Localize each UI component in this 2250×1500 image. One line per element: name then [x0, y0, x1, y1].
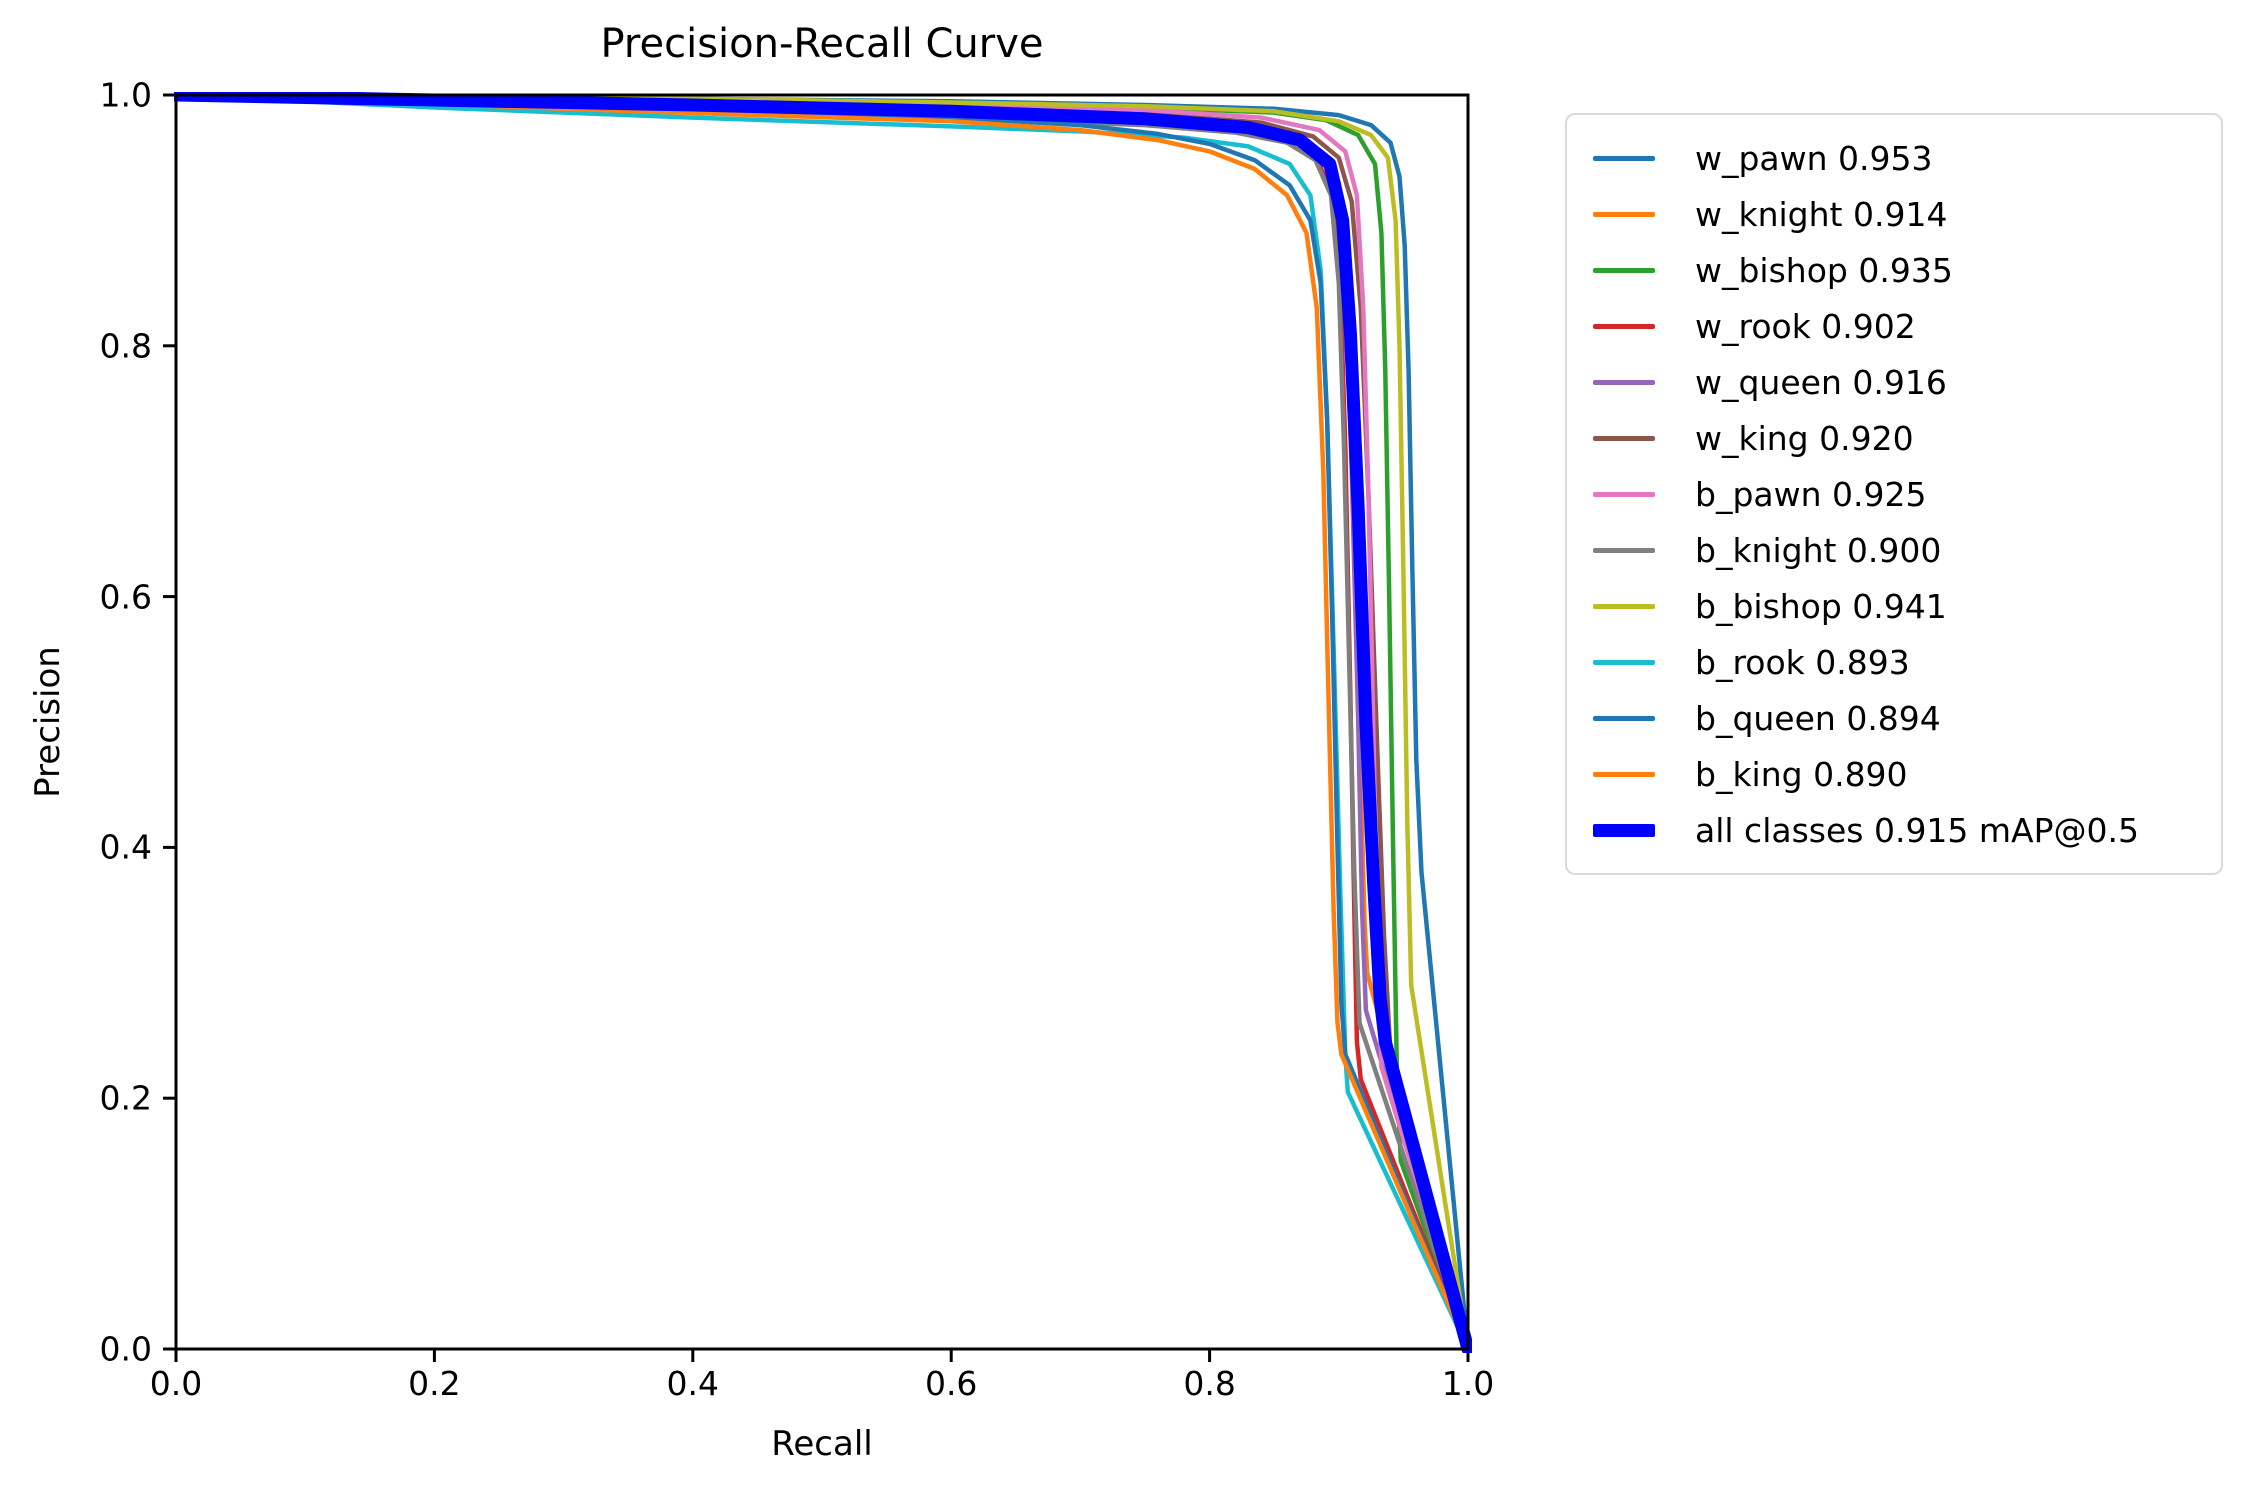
legend-label: w_queen 0.916	[1695, 362, 1947, 402]
legend-line-swatch	[1593, 435, 1655, 441]
x-tick-label: 1.0	[1441, 1364, 1495, 1403]
legend-label: b_knight 0.900	[1695, 530, 1942, 570]
legend-item-w_bishop: w_bishop 0.935	[1567, 242, 2221, 298]
legend-line-swatch	[1593, 155, 1655, 161]
curve-b_bishop	[174, 92, 1471, 1352]
legend-label: b_bishop 0.941	[1695, 586, 1947, 626]
curve-b_pawn	[174, 92, 1471, 1352]
legend-item-b_rook: b_rook 0.893	[1567, 634, 2221, 690]
tick-marks	[163, 93, 1470, 1362]
legend-line-swatch	[1593, 211, 1655, 217]
legend-item-all_classes: all classes 0.915 mAP@0.5	[1567, 802, 2221, 858]
legend-item-b_knight: b_knight 0.900	[1567, 522, 2221, 578]
legend-label: all classes 0.915 mAP@0.5	[1695, 810, 2140, 850]
legend-label: w_rook 0.902	[1695, 306, 1916, 346]
y-tick-label: 0.8	[99, 326, 152, 366]
legend-line-swatch	[1593, 267, 1655, 273]
curve-all_classes	[174, 92, 1472, 1353]
curve-w_pawn	[174, 92, 1471, 1352]
y-tick-label: 0.6	[99, 577, 152, 617]
legend-label: w_knight 0.914	[1695, 194, 1948, 234]
legend-item-b_bishop: b_bishop 0.941	[1567, 578, 2221, 634]
curve-b_rook	[174, 92, 1471, 1352]
legend-line-swatch	[1593, 823, 1655, 837]
legend-item-w_king: w_king 0.920	[1567, 410, 2221, 466]
legend-label: w_king 0.920	[1695, 418, 1914, 458]
legend-label: b_pawn 0.925	[1695, 474, 1927, 514]
legend-line-swatch	[1593, 323, 1655, 329]
legend-item-w_queen: w_queen 0.916	[1567, 354, 2221, 410]
legend-label: w_bishop 0.935	[1695, 250, 1953, 290]
legend-label: b_rook 0.893	[1695, 642, 1910, 682]
curve-w_king	[174, 92, 1471, 1352]
legend-item-b_queen: b_queen 0.894	[1567, 690, 2221, 746]
y-tick-label: 0.2	[99, 1078, 152, 1118]
legend-label: b_king 0.890	[1695, 754, 1908, 794]
legend-line-swatch	[1593, 715, 1655, 721]
curve-w_queen	[174, 92, 1471, 1352]
legend-line-swatch	[1593, 491, 1655, 497]
x-tick-label: 0.4	[666, 1364, 720, 1403]
x-tick-label: 0.6	[924, 1364, 978, 1403]
curves	[174, 92, 1472, 1353]
axes-spines	[174, 93, 1470, 1351]
x-axis-label: Recall	[771, 1424, 873, 1464]
y-tick-label: 0.4	[99, 827, 152, 867]
curve-w_bishop	[174, 92, 1471, 1352]
x-tick-label: 0.0	[149, 1364, 203, 1403]
legend-item-w_pawn: w_pawn 0.953	[1567, 130, 2221, 186]
legend-item-b_pawn: b_pawn 0.925	[1567, 466, 2221, 522]
y-tick-label: 1.0	[99, 75, 152, 115]
legend-item-b_king: b_king 0.890	[1567, 746, 2221, 802]
curve-b_queen	[174, 92, 1471, 1352]
y-tick-label: 0.0	[99, 1329, 152, 1369]
curve-b_knight	[174, 92, 1471, 1352]
legend-line-swatch	[1593, 659, 1655, 665]
y-axis-label: Precision	[28, 646, 68, 798]
x-tick-label: 0.8	[1183, 1364, 1236, 1403]
legend: w_pawn 0.953 w_knight 0.914 w_bishop 0.935…	[1565, 113, 2223, 875]
legend-label: b_queen 0.894	[1695, 698, 1941, 738]
legend-item-w_knight: w_knight 0.914	[1567, 186, 2221, 242]
chart-title: Precision-Recall Curve	[600, 21, 1044, 67]
legend-line-swatch	[1593, 547, 1655, 553]
legend-line-swatch	[1593, 603, 1655, 609]
legend-line-swatch	[1593, 771, 1655, 777]
legend-line-swatch	[1593, 379, 1655, 385]
curve-b_king	[174, 92, 1471, 1352]
curve-w_rook	[174, 92, 1471, 1352]
legend-label: w_pawn 0.953	[1695, 138, 1933, 178]
legend-item-w_rook: w_rook 0.902	[1567, 298, 2221, 354]
curve-w_knight	[174, 92, 1471, 1352]
x-tick-label: 0.2	[408, 1364, 461, 1403]
